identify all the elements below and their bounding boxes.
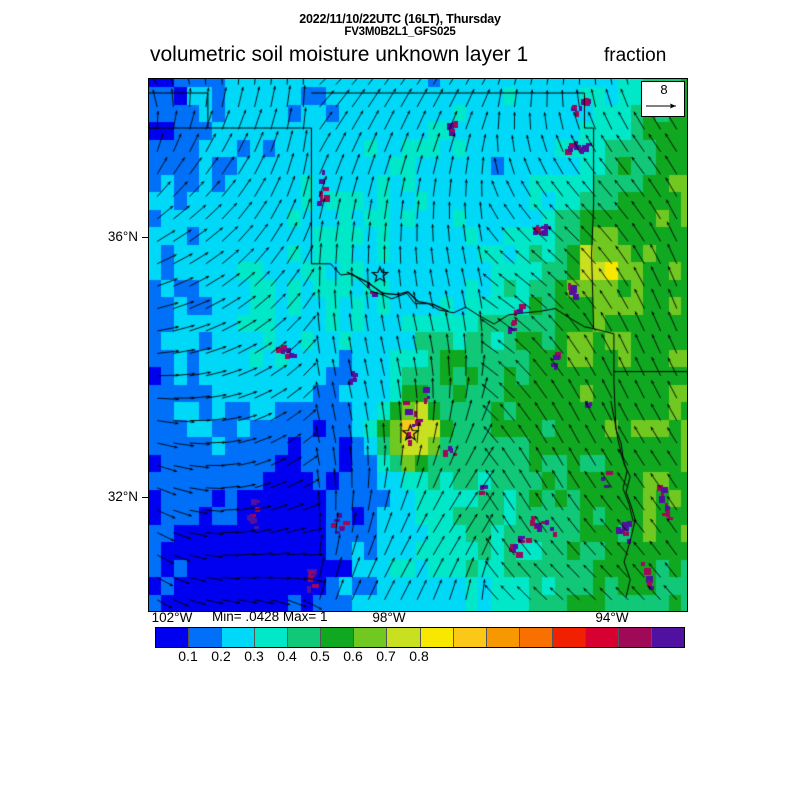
lon-tick-label-2: 94°W	[595, 610, 629, 625]
colorbar-segment-5	[321, 628, 355, 647]
colorbar-segment-2	[222, 628, 256, 647]
lon-tick-label-1: 98°W	[372, 610, 406, 625]
colorbar-tick-7: 0.8	[409, 648, 429, 664]
colorbar-segment-1	[189, 628, 223, 647]
lon-tick-label-0: 102°W	[151, 610, 193, 625]
colorbar-segment-4	[288, 628, 322, 647]
colorbar[interactable]	[155, 627, 685, 648]
lat-tick-label-1: 32°N	[107, 489, 138, 504]
map-plot-area[interactable]: 8	[148, 78, 688, 612]
colorbar-segment-12	[552, 628, 586, 647]
colorbar-segment-8	[420, 628, 454, 647]
lat-tick-label-0: 36°N	[107, 229, 138, 244]
min-max-stats: Min= .0428 Max= 1	[212, 609, 328, 624]
wind-vector-and-boundary-overlay	[149, 79, 687, 611]
colorbar-segment-9	[453, 628, 487, 647]
colorbar-tick-5: 0.6	[343, 648, 363, 664]
colorbar-segment-11	[519, 628, 553, 647]
wind-vector-arrow-icon	[646, 103, 676, 109]
colorbar-tick-2: 0.3	[244, 648, 264, 664]
colorbar-segment-14	[618, 628, 652, 647]
colorbar-tick-3: 0.4	[277, 648, 297, 664]
lat-tick-mark-0	[142, 237, 149, 238]
wind-reference-value: 8	[660, 82, 668, 97]
units-label: fraction	[604, 45, 667, 66]
colorbar-tick-6: 0.7	[376, 648, 396, 664]
model-run-header: FV3M0B2L1_GFS025	[344, 26, 456, 38]
colorbar-segment-10	[486, 628, 520, 647]
valid-time-header: 2022/11/10/22UTC (16LT), Thursday	[299, 12, 501, 26]
colorbar-tick-1: 0.2	[211, 648, 231, 664]
lat-tick-mark-1	[142, 497, 149, 498]
colorbar-segment-7	[387, 628, 421, 647]
colorbar-tick-0: 0.1	[178, 648, 198, 664]
colorbar-segment-13	[585, 628, 619, 647]
colorbar-tick-4: 0.5	[310, 648, 330, 664]
colorbar-segment-3	[255, 628, 289, 647]
colorbar-segment-15	[651, 628, 684, 647]
page-title: volumetric soil moisture unknown layer 1	[150, 43, 529, 66]
colorbar-tick-labels: 0.1 0.2 0.3 0.4 0.5 0.6 0.7 0.8	[155, 648, 685, 666]
colorbar-segment-6	[354, 628, 388, 647]
colorbar-segment-0	[156, 628, 190, 647]
wind-reference-key: 8	[641, 81, 685, 117]
